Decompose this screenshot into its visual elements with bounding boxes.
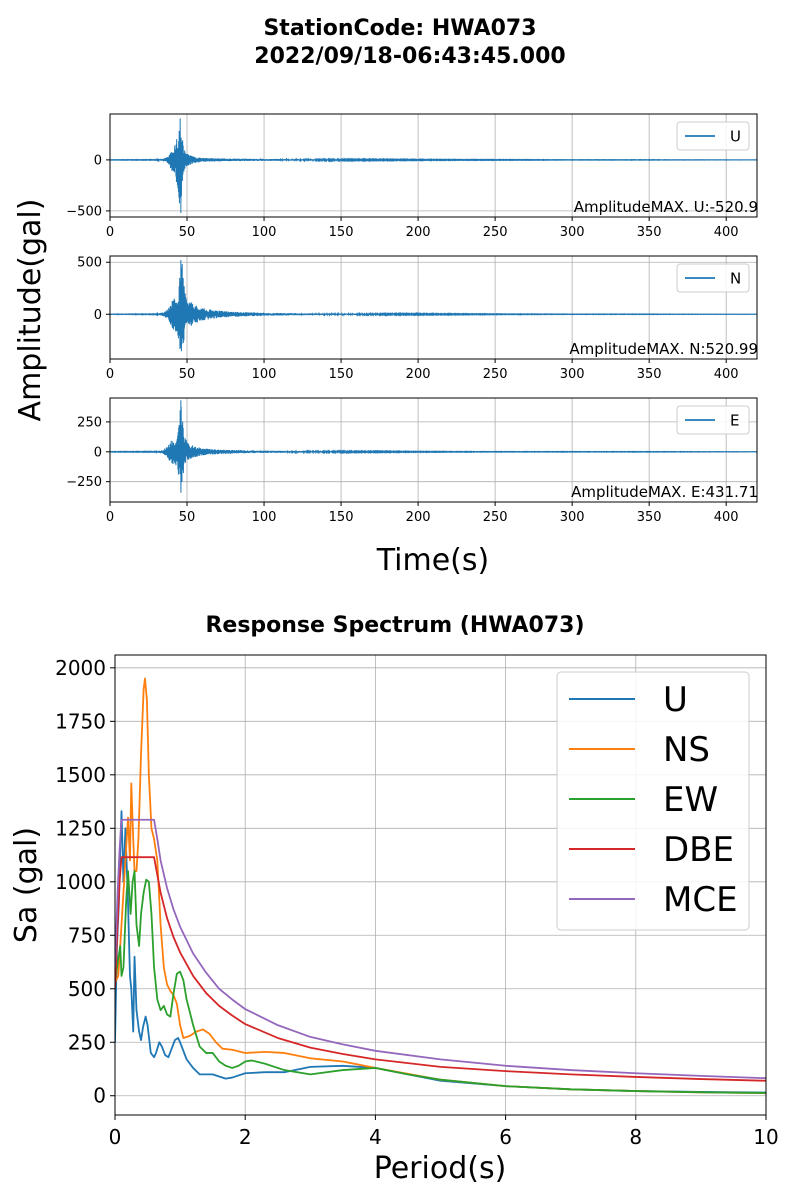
waveform-trace-u bbox=[109, 118, 758, 214]
series-line-dbe bbox=[115, 856, 766, 1082]
series-line-mce bbox=[115, 818, 766, 1080]
x-tick-label: 300 bbox=[560, 367, 585, 382]
waveform-panel-n: 0 50 100 150 200 250 300 350 400 0 500 N AmplitudeMA… bbox=[77, 255, 758, 382]
y-tick-label: 1250 bbox=[55, 816, 106, 840]
legend-box bbox=[556, 671, 750, 931]
x-tick-label: 250 bbox=[483, 225, 508, 240]
x-tick-label: 150 bbox=[329, 510, 354, 525]
figure-title-line2: 2022/09/18-06:43:45.000 bbox=[254, 44, 565, 69]
peak-annotation: AmplitudeMAX. U:-520.9 bbox=[574, 198, 758, 216]
x-tick-label: 0 bbox=[106, 225, 114, 240]
peak-annotation: AmplitudeMAX. N:520.99 bbox=[569, 340, 758, 358]
legend-label-dbe: DBE bbox=[663, 830, 734, 870]
waveform-ylabel: Amplitude(gal) bbox=[13, 199, 48, 422]
x-tick-label: 8 bbox=[629, 1125, 642, 1149]
legend-label-mce: MCE bbox=[663, 880, 738, 920]
y-tick-label: −500 bbox=[66, 204, 102, 219]
x-tick-label: 250 bbox=[483, 510, 508, 525]
series-line-u bbox=[115, 810, 766, 1094]
spectrum-xlabel: Period(s) bbox=[374, 1151, 507, 1186]
waveform-panel-e: 0 50 100 150 200 250 300 350 400 −250 0 250 E Amplitu… bbox=[66, 397, 758, 525]
y-tick-label: 500 bbox=[77, 256, 102, 271]
y-tick-label: 0 bbox=[93, 1084, 106, 1108]
x-tick-label: 150 bbox=[329, 225, 354, 240]
peak-annotation: AmplitudeMAX. E:431.71 bbox=[571, 483, 758, 501]
axes-frame bbox=[109, 397, 758, 503]
waveform-trace-e bbox=[109, 400, 758, 493]
y-tick-label: 2000 bbox=[55, 656, 106, 680]
axes-frame bbox=[114, 654, 767, 1116]
axes-frame bbox=[109, 113, 758, 218]
y-tick-label: 250 bbox=[77, 415, 102, 430]
x-tick-label: 50 bbox=[179, 510, 196, 525]
x-tick-label: 2 bbox=[239, 1125, 252, 1149]
x-tick-label: 400 bbox=[714, 225, 739, 240]
x-tick-label: 0 bbox=[106, 510, 114, 525]
x-tick-label: 300 bbox=[560, 225, 585, 240]
waveform-trace-n bbox=[109, 260, 758, 352]
spectrum-title: Response Spectrum (HWA073) bbox=[205, 613, 584, 638]
x-tick-label: 6 bbox=[499, 1125, 512, 1149]
y-tick-label: 0 bbox=[94, 308, 102, 323]
legend-label-u: U bbox=[663, 680, 688, 720]
x-tick-label: 100 bbox=[252, 510, 277, 525]
figure-title-line1: StationCode: HWA073 bbox=[263, 16, 536, 41]
x-tick-label: 200 bbox=[406, 367, 431, 382]
x-tick-label: 50 bbox=[179, 225, 196, 240]
x-tick-label: 10 bbox=[753, 1125, 778, 1149]
y-tick-label: 750 bbox=[68, 923, 106, 947]
waveform-xlabel: Time(s) bbox=[376, 543, 489, 578]
spectrum-ylabel: Sa (gal) bbox=[9, 827, 44, 943]
spectrum-plot: 0 2 4 6 8 10 0 250 500 750 1000 1250 1500 1750 2000 U NS… bbox=[55, 654, 779, 1149]
y-tick-label: 250 bbox=[68, 1030, 106, 1054]
series-line-ew bbox=[115, 870, 766, 1094]
waveform-panel-u: 0 50 100 150 200 250 300 350 400 −500 0 U AmplitudeM… bbox=[66, 113, 758, 240]
x-tick-label: 400 bbox=[714, 510, 739, 525]
legend-label: U bbox=[730, 128, 741, 146]
y-tick-label: 500 bbox=[68, 977, 106, 1001]
x-tick-label: 350 bbox=[637, 367, 662, 382]
x-tick-label: 350 bbox=[637, 510, 662, 525]
x-tick-label: 100 bbox=[252, 225, 277, 240]
axes-frame bbox=[109, 255, 758, 360]
legend-label: N bbox=[730, 270, 741, 288]
x-tick-label: 50 bbox=[179, 367, 196, 382]
legend-label-ew: EW bbox=[663, 780, 718, 820]
legend-label: E bbox=[730, 412, 739, 430]
y-tick-label: 0 bbox=[94, 445, 102, 460]
x-tick-label: 250 bbox=[483, 367, 508, 382]
x-tick-label: 350 bbox=[637, 225, 662, 240]
y-tick-label: 0 bbox=[94, 153, 102, 168]
y-tick-label: 1000 bbox=[55, 870, 106, 894]
x-tick-label: 400 bbox=[714, 367, 739, 382]
y-tick-label: −250 bbox=[66, 475, 102, 490]
legend-label-ns: NS bbox=[663, 730, 710, 770]
x-tick-label: 200 bbox=[406, 510, 431, 525]
x-tick-label: 200 bbox=[406, 225, 431, 240]
x-tick-label: 300 bbox=[560, 510, 585, 525]
x-tick-label: 4 bbox=[369, 1125, 382, 1149]
x-tick-label: 0 bbox=[109, 1125, 122, 1149]
x-tick-label: 0 bbox=[106, 367, 114, 382]
y-tick-label: 1500 bbox=[55, 763, 106, 787]
y-tick-label: 1750 bbox=[55, 709, 106, 733]
x-tick-label: 100 bbox=[252, 367, 277, 382]
x-tick-label: 150 bbox=[329, 367, 354, 382]
